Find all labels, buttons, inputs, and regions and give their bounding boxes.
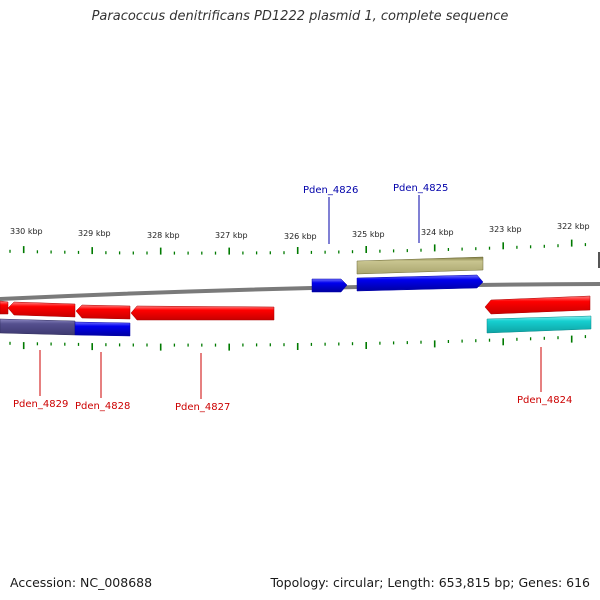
feature-bar-blue[interactable] [74, 321, 131, 337]
gene-label-pden-4825[interactable]: Pden_4825 [393, 183, 448, 194]
gene-arrow-pden-4825[interactable] [356, 274, 484, 292]
kbp-label: 330 kbp [10, 227, 43, 236]
gene-arrow-pden-4826[interactable] [311, 278, 348, 293]
gene-label-pden-4824[interactable]: Pden_4824 [517, 395, 572, 406]
gene-arrow-pden-4827[interactable] [130, 305, 275, 321]
forward-strand-features [311, 256, 591, 315]
map-title: Paracoccus denitrificans PD1222 plasmid … [91, 9, 509, 24]
feature-bar-olive[interactable] [356, 256, 484, 275]
feature-bar-slate[interactable] [0, 318, 76, 336]
topology-summary: Topology: circular; Length: 653,815 bp; … [270, 575, 591, 590]
kbp-label: 329 kbp [78, 229, 111, 238]
accession-text: Accession: NC_008688 [10, 575, 153, 590]
gene-arrow-red-edge[interactable] [0, 300, 9, 315]
gene-label-pden-4827[interactable]: Pden_4827 [175, 402, 230, 413]
gene-label-pden-4829[interactable]: Pden_4829 [13, 399, 68, 410]
kbp-label: 323 kbp [489, 225, 522, 234]
kbp-label: 324 kbp [421, 228, 454, 237]
feature-bar-cyan[interactable] [486, 315, 592, 334]
gene-label-pden-4826[interactable]: Pden_4826 [303, 185, 358, 196]
gene-arrow-pden-4829[interactable] [7, 301, 76, 318]
bottom-gene-labels: Pden_4829 Pden_4828 Pden_4827 Pden_4824 [13, 347, 572, 413]
plasmid-backbone [0, 282, 600, 301]
feature-bar-red-right[interactable] [484, 295, 591, 315]
gene-label-pden-4828[interactable]: Pden_4828 [75, 401, 130, 412]
ruler-ticks-top [9, 239, 587, 255]
reverse-strand-features [0, 300, 592, 337]
top-gene-labels: Pden_4826 Pden_4825 [303, 183, 448, 244]
kbp-label: 325 kbp [352, 230, 385, 239]
gene-arrow-pden-4828[interactable] [75, 304, 131, 320]
kbp-label: 328 kbp [147, 231, 180, 240]
kbp-label: 326 kbp [284, 232, 317, 241]
kbp-label: 327 kbp [215, 231, 248, 240]
ruler-labels: 330 kbp 329 kbp 328 kbp 327 kbp 326 kbp … [10, 222, 590, 241]
kbp-label: 322 kbp [557, 222, 590, 231]
ruler-ticks-bottom [9, 335, 587, 351]
